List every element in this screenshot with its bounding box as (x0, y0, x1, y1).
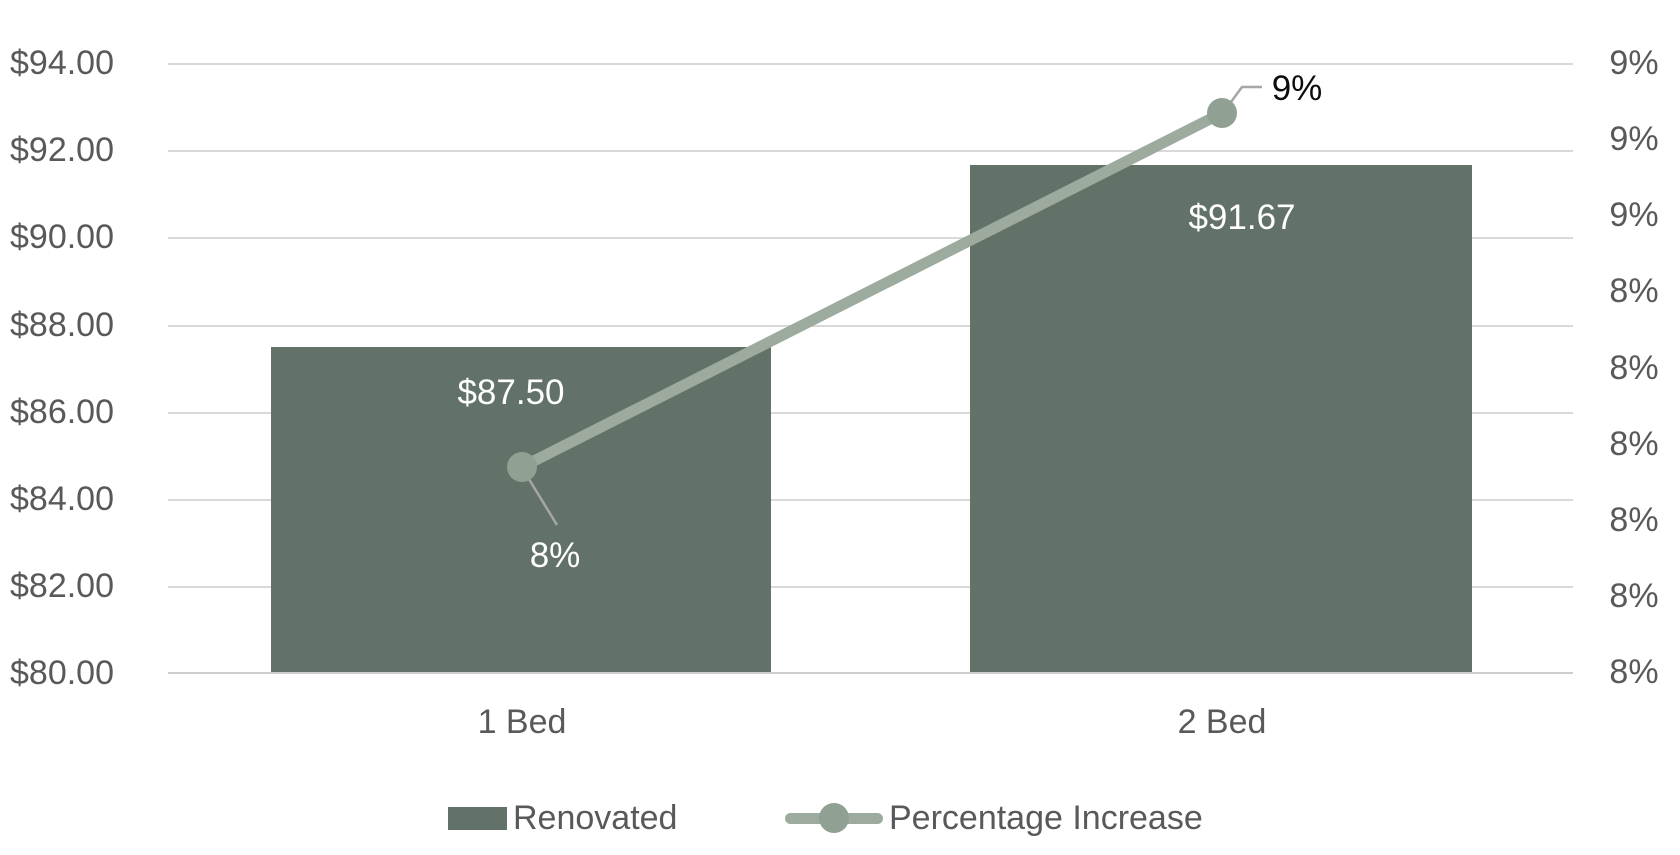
gridline (168, 63, 1573, 65)
legend-percentage-increase-label: Percentage Increase (889, 799, 1203, 837)
gridline (168, 586, 1573, 588)
y-axis-right-tick: 8% (1609, 349, 1659, 387)
bar-2bed-renovated (970, 165, 1472, 672)
y-axis-right-tick: 9% (1609, 44, 1659, 82)
y-axis-left-tick: $84.00 (10, 480, 114, 518)
bar-value-label-2bed: $91.67 (1188, 198, 1296, 237)
y-axis-right-tick: 8% (1609, 653, 1659, 691)
legend-line-marker (819, 803, 849, 833)
bar-value-label-1bed: $87.50 (457, 373, 565, 412)
y-axis-right-tick: 9% (1609, 196, 1659, 234)
y-axis-left-tick: $82.00 (10, 567, 114, 605)
y-axis-left-tick: $80.00 (10, 654, 114, 692)
x-axis-line (168, 672, 1573, 674)
y-axis-right-tick: 8% (1609, 272, 1659, 310)
gridline (168, 150, 1573, 152)
gridline (168, 499, 1573, 501)
y-axis-left-tick: $86.00 (10, 393, 114, 431)
y-axis-right-tick: 8% (1609, 501, 1659, 539)
legend: Renovated Percentage Increase (0, 788, 1680, 848)
legend-renovated-swatch (448, 807, 507, 830)
x-axis-category-1bed: 1 Bed (477, 703, 567, 741)
legend-renovated-label: Renovated (513, 799, 678, 837)
line-value-label-1bed: 8% (529, 536, 581, 575)
y-axis-right-tick: 8% (1609, 425, 1659, 463)
y-axis-left-tick: $88.00 (10, 306, 114, 344)
y-axis-right-tick: 9% (1609, 120, 1659, 158)
y-axis-right-tick: 8% (1609, 577, 1659, 615)
line-value-label-2bed: 9% (1271, 69, 1323, 108)
y-axis-left-tick: $90.00 (10, 218, 114, 256)
y-axis-left-tick: $94.00 (10, 44, 114, 82)
x-axis-category-2bed: 2 Bed (1177, 703, 1267, 741)
y-axis-left-tick: $92.00 (10, 131, 114, 169)
